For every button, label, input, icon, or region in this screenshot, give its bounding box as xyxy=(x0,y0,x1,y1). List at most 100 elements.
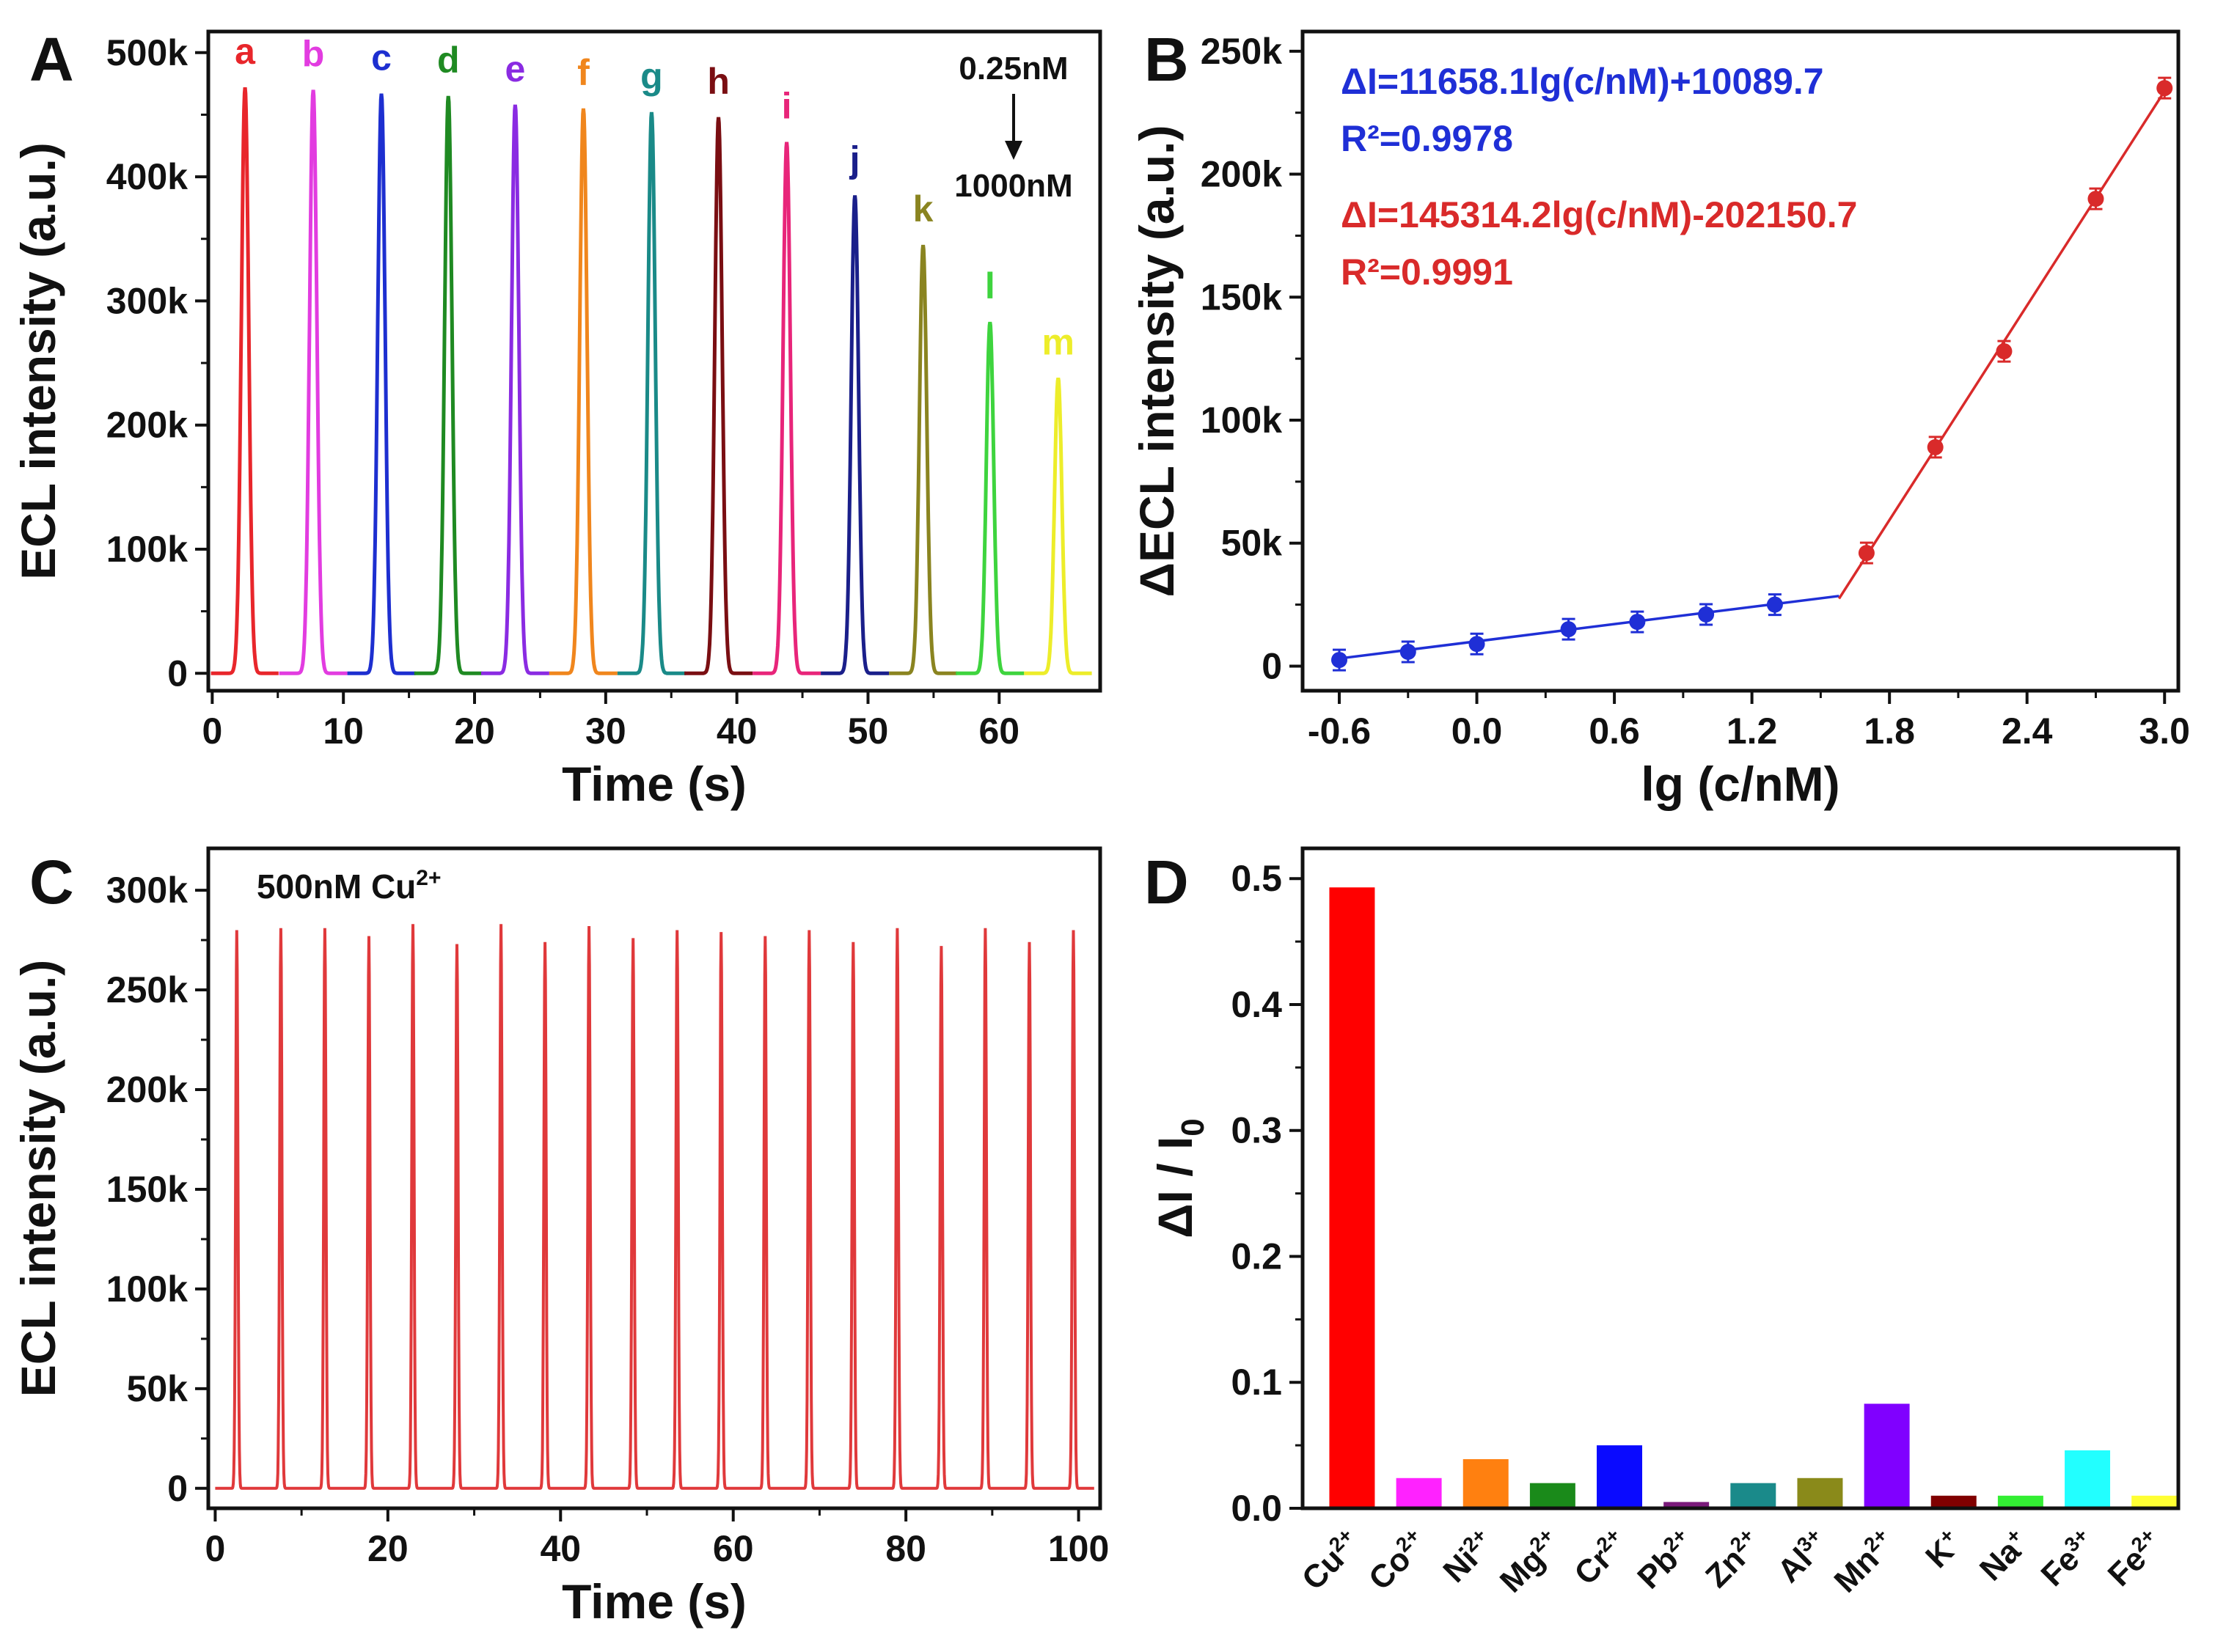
y-tick-label: 100k xyxy=(106,529,188,570)
data-point xyxy=(1560,621,1577,638)
series-label-m: m xyxy=(1042,321,1074,362)
y-tick-label: 250k xyxy=(106,969,188,1010)
category-label: Cr2+ xyxy=(1567,1524,1635,1592)
plot-frame xyxy=(1300,29,2181,693)
annotation-concentration: 500nM Cu2+ xyxy=(257,866,441,906)
data-point xyxy=(1698,606,1715,623)
category-label: Co2+ xyxy=(1361,1524,1435,1597)
panel-letter-d: D xyxy=(1144,848,1189,917)
category-label: Mn2+ xyxy=(1826,1524,1903,1600)
series-label-e: e xyxy=(505,48,526,89)
data-point xyxy=(1331,652,1348,669)
series-line-g xyxy=(617,111,686,675)
equation-low: ΔI=11658.1lg(c/nM)+10089.7 xyxy=(1341,61,1824,102)
annotation-text: 500nM Cu xyxy=(257,867,416,906)
x-tick-label: 60 xyxy=(978,711,1019,752)
panel-a-chart: a b c d e f g h i j k l m 0 10 20 30 40 50 60 0 100k 200k 300k 4… xyxy=(11,29,1102,811)
y-tick-label: 0.3 xyxy=(1231,1110,1282,1151)
annotation-superscript: 2+ xyxy=(416,866,441,890)
bar-ni xyxy=(1462,1459,1509,1508)
x-tick-label: 1.8 xyxy=(1864,711,1915,752)
y-tick-label: 200k xyxy=(106,405,188,446)
series-line-c xyxy=(347,93,416,675)
bar-co xyxy=(1396,1477,1442,1508)
data-point xyxy=(2156,80,2173,97)
series-line-a xyxy=(210,87,279,675)
series-line-repeat-scans xyxy=(215,924,1094,1490)
panel-d-chart: Cu2+Co2+Ni2+Mg2+Cr2+Pb2+Zn2+Al3+Mn2+ K+ Na… xyxy=(1148,846,2181,1600)
r-squared-high: R²=0.9991 xyxy=(1341,252,1513,293)
y-tick-label: 0.0 xyxy=(1231,1488,1282,1529)
x-tick-label: 30 xyxy=(585,711,626,752)
bar-na xyxy=(1997,1495,2043,1508)
x-tick-label: 3.0 xyxy=(2139,711,2190,752)
category-label: Zn2+ xyxy=(1698,1524,1769,1595)
x-tick-label: 50 xyxy=(848,711,889,752)
y-title-main: ΔI / I xyxy=(1148,1137,1202,1238)
series-line-j xyxy=(821,195,890,675)
series-group xyxy=(210,87,1092,675)
y-tick-label: 0 xyxy=(167,653,188,694)
y-tick-label: 0.2 xyxy=(1231,1236,1282,1277)
x-axis-title: lg (c/nM) xyxy=(1641,757,1839,811)
x-axis-title: Time (s) xyxy=(562,1574,747,1629)
x-tick-label: 2.4 xyxy=(2002,711,2053,752)
x-tick-label: 0 xyxy=(205,1528,226,1569)
x-tick-label: 60 xyxy=(713,1528,754,1569)
series-label-j: j xyxy=(849,139,860,180)
data-point xyxy=(1468,636,1485,653)
panel-letter-a: A xyxy=(29,25,74,94)
series-label-h: h xyxy=(707,61,730,102)
x-tick-label: 0.0 xyxy=(1451,711,1503,752)
category-label: Ni2+ xyxy=(1435,1524,1501,1590)
series-label-g: g xyxy=(640,56,663,97)
bar-al xyxy=(1797,1477,1843,1508)
data-point xyxy=(1996,343,2013,360)
category-label: Na+ xyxy=(1972,1524,2036,1587)
data-point xyxy=(1399,643,1416,660)
data-point xyxy=(2087,191,2104,208)
x-tick-label: 100 xyxy=(1048,1528,1109,1569)
panel-b-chart: -0.6 0.0 0.6 1.2 1.8 2.4 3.0 0 50k 100k 150k 200k 25… xyxy=(1130,29,2190,811)
bar-fe xyxy=(2065,1450,2111,1508)
x-tick-label: 40 xyxy=(717,711,758,752)
annotation-start: 0.25nM xyxy=(959,51,1068,87)
y-axis-title: ΔI / I0 xyxy=(1148,1118,1211,1238)
series-line-k xyxy=(889,244,958,675)
data-point xyxy=(1629,614,1646,631)
y-tick-label: 200k xyxy=(1201,154,1282,195)
x-tick-label: -0.6 xyxy=(1308,711,1371,752)
y-axis-title: ECL intensity (a.u.) xyxy=(11,142,65,580)
r-squared-low: R²=0.9978 xyxy=(1341,118,1513,159)
plot-frame xyxy=(1300,846,2181,1510)
data-point xyxy=(1858,545,1875,562)
category-label: Mg2+ xyxy=(1492,1524,1568,1600)
x-axis-title: Time (s) xyxy=(562,757,747,811)
x-tick-label: 1.2 xyxy=(1727,711,1778,752)
series-label-d: d xyxy=(437,40,460,81)
data-point xyxy=(1927,438,1944,455)
data-point xyxy=(1766,596,1783,613)
equation-high: ΔI=145314.2lg(c/nM)-202150.7 xyxy=(1341,194,1857,235)
y-tick-label: 400k xyxy=(106,156,188,197)
x-tick-label: 20 xyxy=(367,1528,409,1569)
category-label: Fe3+ xyxy=(2033,1524,2103,1593)
panel-c-chart: 0 20 40 60 80 100 0 50k 100k 150k 200k 250k 300k Time… xyxy=(11,846,1109,1629)
series-line-b xyxy=(279,89,348,675)
panel-letter-b: B xyxy=(1144,25,1189,94)
bar-mg xyxy=(1529,1483,1575,1508)
series-line-i xyxy=(753,142,821,675)
y-tick-label: 300k xyxy=(106,870,188,911)
category-label: Fe2+ xyxy=(2100,1524,2170,1593)
bar-pb xyxy=(1663,1502,1710,1508)
series-label-a: a xyxy=(235,31,256,72)
y-tick-label: 300k xyxy=(106,280,188,321)
series-line-m xyxy=(1024,377,1092,675)
series-line-e xyxy=(481,104,549,675)
series-line-h xyxy=(684,117,753,675)
arrow-down-icon xyxy=(1005,141,1022,160)
y-tick-label: 50k xyxy=(127,1368,188,1409)
series-label-c: c xyxy=(371,37,392,78)
series-line-l xyxy=(956,321,1025,675)
